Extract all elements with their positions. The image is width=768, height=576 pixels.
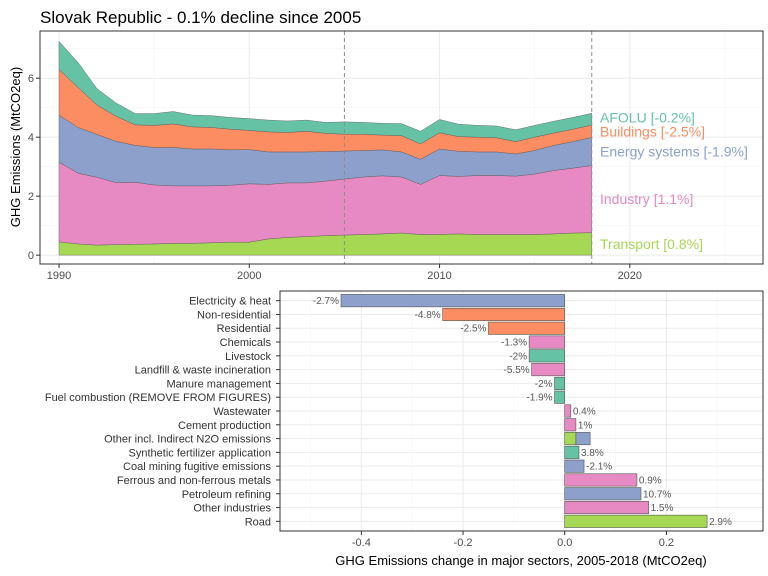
end-label-transport: Transport [0.8%] (600, 236, 703, 252)
area-x-tick-label: 2020 (618, 270, 642, 282)
bar-category-label: Synthetic fertilizer application (129, 447, 271, 459)
bar-chemicals (528, 335, 566, 349)
bar-category-label: Landfill & waste incineration (135, 365, 271, 377)
area-chart-panel: 1990 2000 2010 2020 0 2 4 6 Transport [0.8%] Ind… (28, 30, 764, 282)
bar-value-label: 1.5% (651, 503, 674, 514)
bar-value-label: 10.7% (643, 489, 671, 500)
area-y-tick-label: 0 (28, 250, 34, 262)
bar-electricity-heat (340, 294, 566, 308)
bar-category-label: Wastewater (213, 406, 271, 418)
area-panel-border (39, 30, 764, 265)
bar-category-label: Ferrous and non-ferrous metals (117, 475, 272, 487)
bar-synthetic-fertilizer-application (564, 445, 580, 459)
bar-category-label: Cement production (178, 420, 271, 432)
bar-category-label: Manure management (166, 378, 271, 390)
bar-value-label: -4.8% (415, 310, 441, 321)
end-label-industry: Industry [1.1%] (600, 191, 693, 207)
bar-value-label: -2% (509, 351, 527, 362)
bar-value-label: -5.5% (504, 365, 530, 376)
bar-coal-mining-fugitive-emissions (564, 459, 585, 473)
bar-petroleum-refining (564, 487, 642, 501)
bar-landfill-waste-incineration (531, 363, 566, 377)
bar-other-incl-indirect-n2o-emissions (564, 432, 577, 446)
bar-value-label: 0.4% (573, 407, 596, 418)
bar-cement-production (564, 418, 577, 432)
bar-other-incl-indirect-n2o-emissions-secondary (575, 432, 591, 446)
bar-x-axis-title: GHG Emissions change in major sectors, 2… (335, 553, 706, 568)
bar-manure-management (554, 376, 566, 390)
bar-value-label: -2.5% (460, 324, 486, 335)
bar-value-label: -1.9% (526, 393, 552, 404)
bar-category-label: Other industries (193, 503, 271, 515)
bar-x-tick-label: 0.0 (557, 537, 572, 549)
bar-residential (488, 321, 566, 335)
end-label-afolu: AFOLU [-0.2%] (600, 109, 695, 125)
area-y-tick-label: 4 (28, 132, 34, 144)
bar-value-label: -2.1% (586, 462, 612, 473)
bar-category-label: Non-residential (197, 309, 271, 321)
area-y-tick-label: 6 (28, 73, 34, 85)
bar-category-label: Chemicals (220, 337, 272, 349)
chart-title: Slovak Republic - 0.1% decline since 200… (40, 8, 361, 27)
bar-value-label: -1.3% (501, 338, 527, 349)
area-x-tick-label: 1990 (47, 270, 71, 282)
bar-x-tick-label: -0.2 (454, 537, 473, 549)
bar-category-label: Fuel combustion (REMOVE FROM FIGURES) (45, 392, 271, 404)
bar-other-industries (564, 501, 649, 515)
bar-category-label: Coal mining fugitive emissions (123, 461, 271, 473)
bar-wastewater (564, 404, 572, 418)
bar-livestock (528, 349, 566, 363)
area-x-tick-label: 2010 (427, 270, 451, 282)
bar-x-tick-label: -0.4 (352, 537, 371, 549)
bar-road (564, 514, 708, 528)
bar-x-tick-label: 0.2 (659, 537, 674, 549)
bar-chart-panel: -2.7% -4.8% -2.5% -1.3% -2% -5.5% -2% -1.9% 0.4%… (45, 290, 764, 549)
area-y-tick-label: 2 (28, 191, 34, 203)
bar-value-label: 3.8% (581, 448, 604, 459)
bar-non-residential (442, 307, 566, 321)
bar-value-label: -2.7% (313, 296, 339, 307)
end-label-buildings: Buildings [-2.5%] (600, 123, 705, 139)
bar-category-label: Livestock (225, 351, 271, 363)
bar-panel-border (279, 290, 764, 532)
bar-value-label: 2.9% (709, 517, 732, 528)
bar-fuel-combustion-remove-from-figures (554, 390, 566, 404)
area-y-axis-title: GHG Emissions (MtCO2eq) (8, 67, 23, 227)
area-x-tick-label: 2000 (237, 270, 261, 282)
bar-category-label: Petroleum refining (182, 489, 271, 501)
bar-category-label: Road (245, 516, 271, 528)
bar-value-label: 0.9% (639, 475, 662, 486)
bar-ferrous-and-non-ferrous-metals (564, 473, 638, 487)
bar-value-label: -2% (535, 379, 553, 390)
end-label-energy-systems: Energy systems [-1.9%] (600, 143, 748, 159)
bar-category-label: Other incl. Indirect N2O emissions (104, 434, 271, 446)
bar-category-label: Electricity & heat (189, 296, 271, 308)
bar-category-label: Residential (217, 323, 271, 335)
bar-value-label: 1% (578, 420, 593, 431)
